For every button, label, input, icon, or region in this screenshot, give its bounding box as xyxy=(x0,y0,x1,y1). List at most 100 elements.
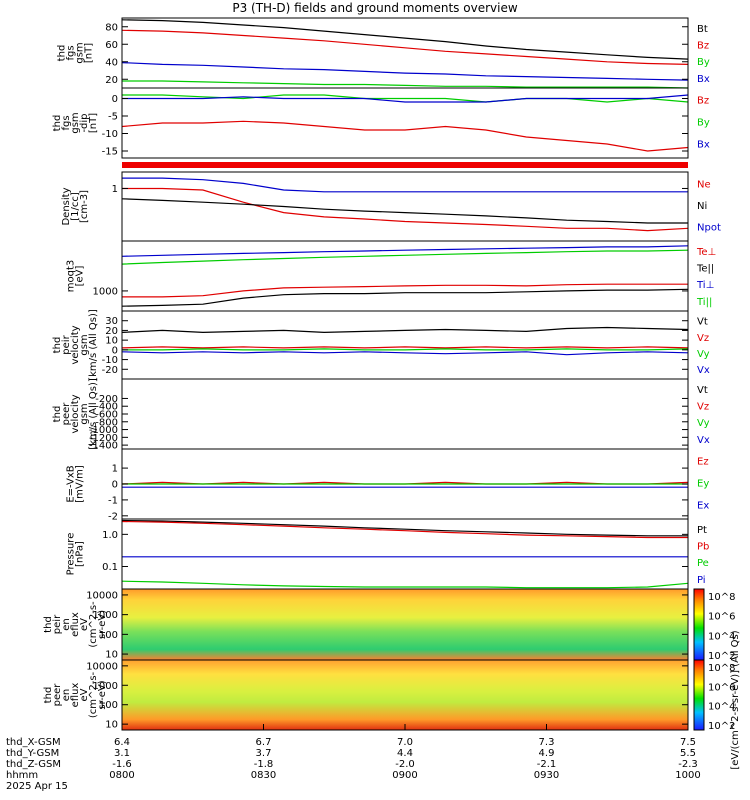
y-tick-label: 10 xyxy=(105,650,118,661)
y-axis-label: [nT] xyxy=(88,113,99,133)
series-line-Bx xyxy=(122,94,689,103)
y-axis-label: thd xyxy=(52,115,63,132)
y-tick-label: -20 xyxy=(102,365,118,376)
y-tick-label: 10000 xyxy=(86,590,118,601)
y-axis-label: gsm xyxy=(70,112,81,133)
colorbar-label: [eV/(cm^2-s-sr-eV)] (All Qs) xyxy=(730,630,741,769)
y-axis-label: velocity xyxy=(70,394,81,433)
y-tick-label: 40 xyxy=(105,57,118,68)
panel-frame xyxy=(121,17,689,89)
y-axis-label: eflux xyxy=(70,612,81,637)
separator-band xyxy=(122,162,688,168)
x-axis-row-label: thd_Z-GSM xyxy=(6,759,61,770)
y-axis-label: peer xyxy=(61,402,72,426)
y-tick-label: 1.0 xyxy=(102,530,118,541)
x-axis-row-label: thd_Y-GSM xyxy=(6,748,59,759)
panel-4 xyxy=(121,240,689,312)
y-axis-label: gsm xyxy=(79,334,90,355)
series-line-Ti|| xyxy=(121,249,689,265)
x-tick-label: 7.3 xyxy=(539,737,555,748)
series-line-Bx xyxy=(121,62,689,81)
x-tick-label: 6.7 xyxy=(256,737,272,748)
y-tick-label: 0 xyxy=(112,345,118,356)
x-tick-label: 0830 xyxy=(251,770,276,781)
y-axis-label: [nT] xyxy=(84,43,95,63)
panel-2 xyxy=(121,87,689,159)
legend-entry-By: By xyxy=(697,118,710,129)
legend-entry-Pe: Pe xyxy=(697,558,709,569)
y-axis-label: [1/cc] xyxy=(70,192,81,221)
legend-entry-Ex: Ex xyxy=(697,500,709,511)
y-axis-label: peer xyxy=(52,683,63,707)
panel-9 xyxy=(121,588,689,661)
legend-entry-Vy: Vy xyxy=(697,418,710,429)
y-axis-label: -dip xyxy=(79,113,90,132)
y-axis-label: fgs xyxy=(66,45,77,60)
y-tick-label: -800 xyxy=(95,417,118,428)
x-tick-label: 0900 xyxy=(392,770,417,781)
series-line-Pt xyxy=(121,519,688,537)
y-tick-label: -1000 xyxy=(89,425,118,436)
y-axis-label: [km/s (All Qs)] xyxy=(88,378,99,450)
heatmap-cells xyxy=(122,589,688,660)
y-tick-label: 60 xyxy=(105,40,118,51)
y-tick-label: 1000 xyxy=(93,286,118,297)
x-tick-label: 4.9 xyxy=(539,748,555,759)
y-axis-label: moqt3 xyxy=(66,260,77,293)
legend-entry-Ti||: Ti|| xyxy=(696,297,712,308)
panel-frame xyxy=(121,310,689,380)
x-tick-label: -1.6 xyxy=(112,759,132,770)
x-tick-label: 5.5 xyxy=(680,748,696,759)
legend-entry-Ez: Ez xyxy=(697,457,709,468)
panel-1 xyxy=(121,17,689,89)
y-axis-label: thd xyxy=(52,406,63,423)
y-tick-label: -1 xyxy=(108,495,118,506)
x-tick-label: -1.8 xyxy=(254,759,274,770)
y-axis-label: thd xyxy=(57,45,68,62)
y-axis-label: [km/s (All Qs)] xyxy=(88,309,99,381)
y-tick-label: -400 xyxy=(95,402,118,413)
y-tick-label: 1000 xyxy=(93,681,118,692)
series-line-Te|| xyxy=(121,288,689,307)
x-tick-label: -2.1 xyxy=(537,759,557,770)
x-tick-label: 7.5 xyxy=(680,737,696,748)
legend-entry-Ey: Ey xyxy=(697,479,709,490)
panel-frame xyxy=(121,171,689,242)
legend-entry-Ti⊥: Ti⊥ xyxy=(696,280,714,291)
panel-10 xyxy=(121,659,689,731)
series-line-Bz xyxy=(121,120,689,152)
y-tick-label: -15 xyxy=(102,147,118,158)
legend-entry-Ne: Ne xyxy=(697,180,711,191)
x-tick-label: 1000 xyxy=(675,770,700,781)
series-line-Bz xyxy=(121,29,689,65)
x-tick-label: 3.1 xyxy=(114,748,130,759)
y-axis-label: [eV] xyxy=(75,266,86,287)
y-tick-label: -10 xyxy=(102,355,118,366)
y-tick-label: 1 xyxy=(112,184,118,195)
chart-title: P3 (TH-D) fields and ground moments over… xyxy=(232,1,517,15)
legend-entry-Vz: Vz xyxy=(697,402,709,413)
panel-frame xyxy=(121,87,689,159)
y-tick-label: 20 xyxy=(105,326,118,337)
series-line-By xyxy=(122,80,689,89)
series-line-Ti⊥ xyxy=(121,245,689,257)
y-axis-label: thd xyxy=(43,687,54,704)
y-axis-label: Density xyxy=(61,187,72,225)
colorbar-tick-label: 10^2 xyxy=(708,721,735,732)
series-line-Pb xyxy=(121,520,688,539)
legend-entry-Te⊥: Te⊥ xyxy=(696,247,716,258)
y-axis-label: peir xyxy=(52,614,63,634)
x-tick-label: 7.0 xyxy=(397,737,413,748)
legend-entry-Vt: Vt xyxy=(697,317,708,328)
y-axis-label: en xyxy=(61,618,72,631)
y-tick-label: -600 xyxy=(95,410,118,421)
legend-entry-Bx: Bx xyxy=(697,139,710,150)
y-axis-label: Pressure xyxy=(66,533,77,576)
y-tick-label: 100 xyxy=(99,630,118,641)
series-line-Vt xyxy=(121,326,689,334)
series-line-Ne xyxy=(122,187,689,232)
y-axis-label: peir xyxy=(61,334,72,354)
series-line-Vy xyxy=(122,348,689,351)
y-tick-label: 30 xyxy=(105,316,118,327)
